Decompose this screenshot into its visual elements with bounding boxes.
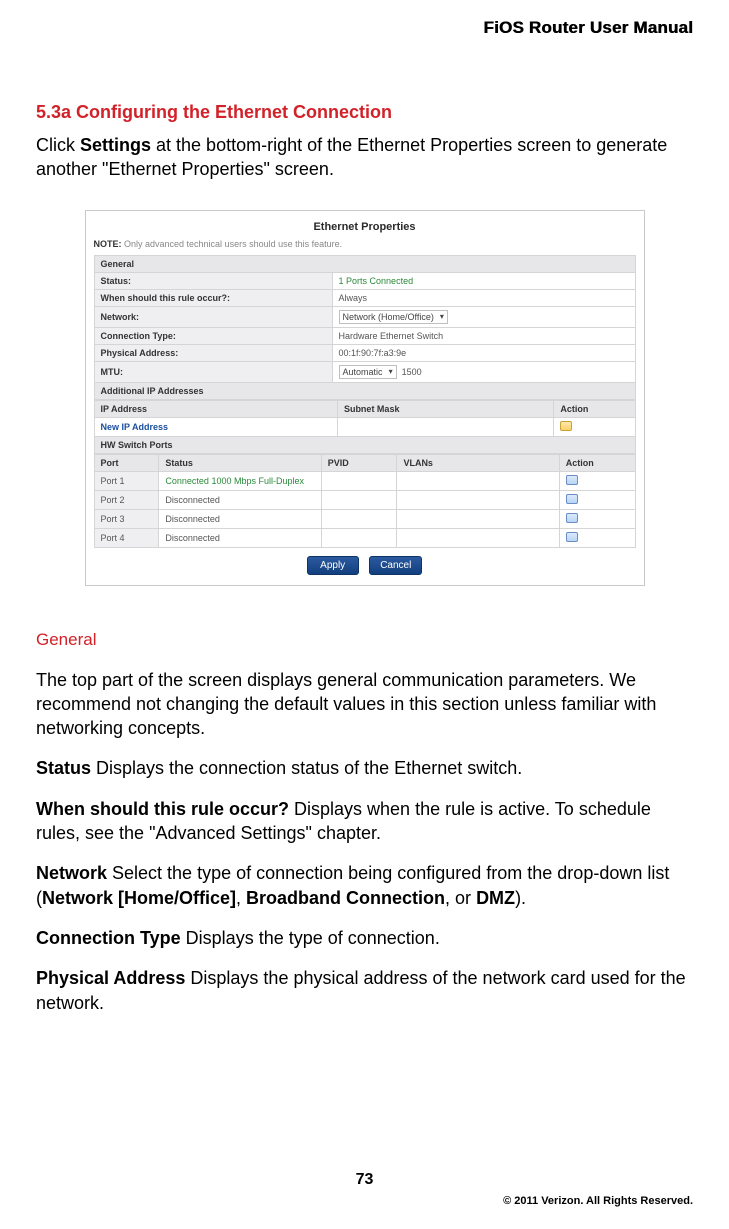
panel-button-row: Apply Cancel — [94, 548, 636, 575]
port-status: Disconnected — [159, 490, 321, 509]
ip-table: IP Address Subnet Mask Action New IP Add… — [94, 400, 636, 454]
new-ip-action[interactable] — [554, 417, 635, 436]
doc-header: FiOS Router User Manual — [36, 18, 693, 38]
port-status: Disconnected — [159, 509, 321, 528]
port-action[interactable] — [559, 490, 635, 509]
mtu-dropdown[interactable]: Automatic ▾ — [339, 365, 397, 379]
mtu-dropdown-value: Automatic — [343, 367, 383, 377]
additional-ip-heading: Additional IP Addresses — [94, 382, 635, 399]
edit-icon — [566, 494, 578, 504]
status-term: Status — [36, 758, 91, 778]
network-opt-3: DMZ — [476, 888, 515, 908]
panel-title: Ethernet Properties — [94, 217, 636, 239]
network-opt-2: Broadband Connection — [246, 888, 445, 908]
ip-action-col: Action — [554, 400, 635, 417]
network-dropdown-value: Network (Home/Office) — [343, 312, 434, 322]
edit-icon — [566, 513, 578, 523]
copyright: © 2011 Verizon. All Rights Reserved. — [503, 1195, 693, 1207]
status-value: 1 Ports Connected — [332, 272, 635, 289]
chevron-down-icon: ▾ — [440, 312, 444, 321]
general-heading-cell: General — [94, 255, 635, 272]
chevron-down-icon: ▾ — [389, 367, 393, 376]
port-status-col: Status — [159, 454, 321, 471]
port-name: Port 2 — [94, 490, 159, 509]
port-action[interactable] — [559, 528, 635, 547]
rule-term: When should this rule occur? — [36, 799, 289, 819]
hw-switch-heading: HW Switch Ports — [94, 436, 635, 453]
mask-col: Subnet Mask — [337, 400, 553, 417]
note-label: NOTE: — [94, 239, 122, 249]
phys-addr-label: Physical Address: — [94, 344, 332, 361]
network-term: Network — [36, 863, 107, 883]
vlans-col: VLANs — [397, 454, 559, 471]
general-table: General Status: 1 Ports Connected When s… — [94, 255, 636, 400]
rule-value: Always — [332, 289, 635, 306]
general-subheading: General — [36, 630, 693, 650]
conntype-paragraph: Connection Type Displays the type of con… — [36, 926, 693, 950]
new-ip-mask — [337, 417, 553, 436]
network-sep-1: , — [236, 888, 246, 908]
port-col: Port — [94, 454, 159, 471]
conntype-term: Connection Type — [36, 928, 181, 948]
port-vlans — [397, 509, 559, 528]
rule-label: When should this rule occur?: — [94, 289, 332, 306]
network-value-cell: Network (Home/Office) ▾ — [332, 306, 635, 327]
rule-paragraph: When should this rule occur? Displays wh… — [36, 797, 693, 846]
network-dropdown[interactable]: Network (Home/Office) ▾ — [339, 310, 448, 324]
network-paragraph: Network Select the type of connection be… — [36, 861, 693, 910]
add-icon — [560, 421, 572, 431]
section-heading: 5.3a Configuring the Ethernet Connection — [36, 102, 693, 123]
network-label: Network: — [94, 306, 332, 327]
port-pvid — [321, 471, 397, 490]
status-paragraph: Status Displays the connection status of… — [36, 756, 693, 780]
ip-col: IP Address — [94, 400, 337, 417]
phys-term: Physical Address — [36, 968, 185, 988]
conntype-desc: Displays the type of connection. — [181, 928, 440, 948]
edit-icon — [566, 475, 578, 485]
network-opt-1: Network [Home/Office] — [42, 888, 236, 908]
port-pvid — [321, 528, 397, 547]
intro-paragraph: Click Settings at the bottom-right of th… — [36, 133, 693, 182]
intro-bold: Settings — [80, 135, 151, 155]
general-paragraph: The top part of the screen displays gene… — [36, 668, 693, 741]
status-desc: Displays the connection status of the Et… — [91, 758, 522, 778]
port-vlans — [397, 471, 559, 490]
phys-paragraph: Physical Address Displays the physical a… — [36, 966, 693, 1015]
conn-type-value: Hardware Ethernet Switch — [332, 327, 635, 344]
port-vlans — [397, 490, 559, 509]
port-name: Port 3 — [94, 509, 159, 528]
conn-type-label: Connection Type: — [94, 327, 332, 344]
panel-note: NOTE: Only advanced technical users shou… — [94, 239, 636, 255]
port-vlans — [397, 528, 559, 547]
mtu-numeric: 1500 — [402, 367, 422, 377]
network-sep-2: , or — [445, 888, 476, 908]
port-action[interactable] — [559, 509, 635, 528]
cancel-button[interactable]: Cancel — [369, 556, 422, 575]
new-ip-link[interactable]: New IP Address — [94, 417, 337, 436]
ethernet-properties-panel: Ethernet Properties NOTE: Only advanced … — [85, 210, 645, 586]
port-table: Port Status PVID VLANs Action Port 1 Con… — [94, 454, 636, 548]
network-desc-end: ). — [515, 888, 526, 908]
port-action[interactable] — [559, 471, 635, 490]
pvid-col: PVID — [321, 454, 397, 471]
status-label: Status: — [94, 272, 332, 289]
port-action-col: Action — [559, 454, 635, 471]
mtu-label: MTU: — [94, 361, 332, 382]
phys-addr-value: 00:1f:90:7f:a3:9e — [332, 344, 635, 361]
port-status: Disconnected — [159, 528, 321, 547]
port-status: Connected 1000 Mbps Full-Duplex — [159, 471, 321, 490]
port-pvid — [321, 509, 397, 528]
intro-pre: Click — [36, 135, 80, 155]
page-number: 73 — [0, 1171, 729, 1189]
note-text: Only advanced technical users should use… — [122, 239, 343, 249]
port-pvid — [321, 490, 397, 509]
mtu-value-cell: Automatic ▾ 1500 — [332, 361, 635, 382]
apply-button[interactable]: Apply — [307, 556, 359, 575]
port-name: Port 1 — [94, 471, 159, 490]
edit-icon — [566, 532, 578, 542]
port-name: Port 4 — [94, 528, 159, 547]
